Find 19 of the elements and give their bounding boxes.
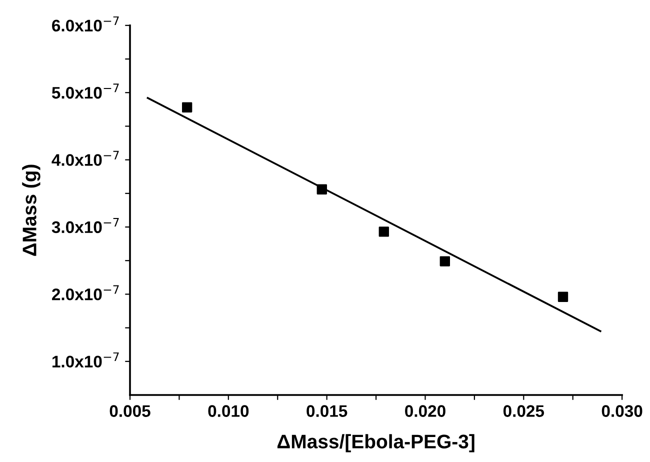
y-axis-title: ΔMass (g) <box>22 164 40 256</box>
point <box>182 102 192 112</box>
x-axis-title: ΔMass/[Ebola-PEG-3] <box>277 434 474 452</box>
x-tick-label: 0.005 <box>110 405 150 417</box>
point <box>440 256 450 266</box>
x-tick-label: 0.010 <box>208 405 249 417</box>
x-tick-label: 0.015 <box>306 405 348 417</box>
y-tick-label: 2.0x10$^{−7}$ <box>52 285 119 300</box>
point <box>378 226 389 237</box>
y-tick-label: 4.0x10$^{−7}$ <box>52 150 119 166</box>
y-tick-label: 1.0x10$^{−7}$ <box>52 352 119 368</box>
y-tick-label: 6.0x10$^{−7}$ <box>52 16 119 32</box>
x-tick-label: 0.025 <box>503 405 544 417</box>
x-tick-label: 0.020 <box>405 405 446 417</box>
point <box>558 292 568 302</box>
y-tick-label: 5.0x10$^{−7}$ <box>52 84 119 99</box>
x-tick-label: 0.030 <box>602 405 642 417</box>
y-tick-label: 3.0x10$^{−7}$ <box>52 218 119 234</box>
point <box>316 184 327 194</box>
